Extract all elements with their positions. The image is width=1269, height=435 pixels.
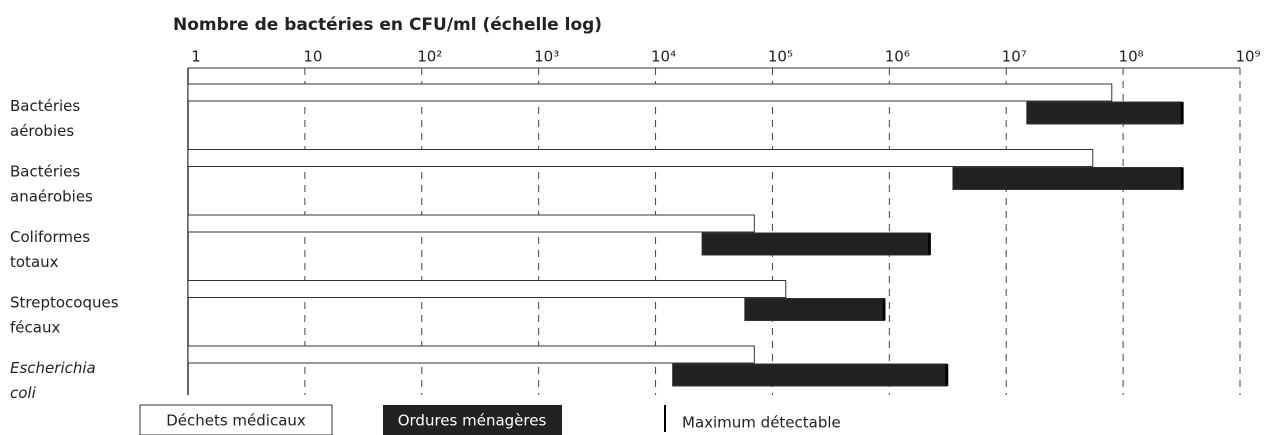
legend-label: Ordures ménagères [398,412,547,430]
x-tick-label: 10² [417,48,442,66]
legend-swatch [383,405,562,435]
range-bar [187,83,1113,102]
category-label: Coliformes totaux [10,228,90,271]
legend-label: Maximum détectable [682,414,841,432]
range-bar [672,363,948,387]
range-bar [1026,101,1183,125]
legend-label: Déchets médicaux [166,412,306,430]
legend-swatch [139,404,333,435]
category-label: Bactéries aérobies [10,97,80,140]
x-tick-label: 10⁶ [885,48,910,66]
range-bar [187,280,787,298]
x-tick-label: 10⁸ [1119,48,1144,66]
x-tick-label: 10 [303,48,322,66]
x-tick-label: 1 [191,48,201,66]
range-bar [187,149,1094,167]
x-tick-label: 10⁵ [768,48,793,66]
range-bar [187,345,755,364]
chart-title: Nombre de bactéries en CFU/ml (échelle l… [173,15,602,35]
category-label: Escherichia coli [10,359,96,402]
x-tick-label: 10³ [534,48,559,66]
x-tick-label: 10⁷ [1002,48,1027,66]
range-bar [701,232,930,256]
x-tick-label: 10⁴ [651,48,676,66]
category-label: Streptocoques fécaux [10,293,119,336]
range-bar [952,167,1183,190]
range-bar [744,298,885,321]
x-tick-label: 10⁹ [1235,48,1260,66]
range-bar [187,214,755,233]
category-label: Bactéries anaérobies [10,162,93,205]
